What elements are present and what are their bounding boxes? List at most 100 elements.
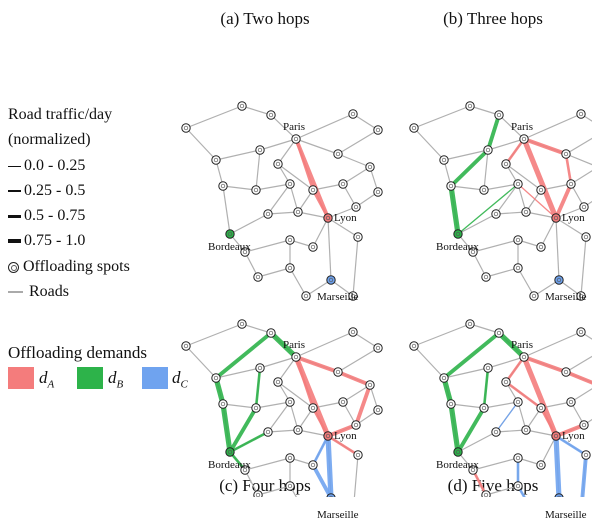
offloading-spot-inner (485, 365, 491, 371)
demand-flow-a (294, 355, 315, 410)
offloading-spot (285, 235, 295, 245)
offloading-spot (513, 397, 523, 407)
demand-flow-b (482, 366, 490, 410)
offloading-spot-inner (538, 244, 544, 250)
offloading-spot-inner (350, 111, 356, 117)
demand-c-swatch (142, 367, 168, 389)
offloading-spot-inner (253, 405, 259, 411)
demand-flow-a (522, 355, 568, 374)
traffic-range-label: 0.0 - 0.25 (24, 157, 86, 174)
road-segment (540, 435, 557, 466)
road-segment (267, 211, 299, 215)
road-segment (525, 429, 557, 437)
offloading-spot-inner (515, 181, 521, 187)
road-segment (295, 138, 339, 155)
road-segment (517, 183, 527, 213)
road-segment (327, 217, 332, 281)
map-panel-a (181, 101, 383, 301)
offloading-spot (253, 272, 263, 282)
demand-flow-c (495, 401, 519, 433)
offloading-spot-inner (257, 147, 263, 153)
offloading-spot (483, 145, 493, 155)
offloading-spot-inner (538, 405, 544, 411)
city-node-paris (519, 134, 529, 144)
offloading-spot-inner (455, 449, 461, 455)
demand-flow-b (448, 401, 461, 455)
road-segment (517, 401, 527, 431)
offloading-spot (338, 397, 348, 407)
road-segment (337, 129, 379, 155)
demand-flow-c (554, 434, 588, 457)
road-segment (495, 183, 519, 215)
offloading-spot-inner (411, 125, 417, 131)
demand-flow-c (516, 484, 526, 497)
city-node-bordeaux (453, 229, 463, 239)
demand-flow-c (325, 433, 334, 497)
offloading-spot-inner (583, 234, 589, 240)
city-label-marseille: Marseille (545, 509, 587, 521)
offloading-spot-inner (470, 467, 476, 473)
offloading-spot (253, 490, 263, 497)
offloading-spot-inner (340, 399, 346, 405)
city-label-paris: Paris (283, 339, 305, 351)
offloading-spot-inner (268, 112, 274, 118)
road-segment (244, 457, 291, 471)
offloading-spot-inner (287, 237, 293, 243)
city-label-paris: Paris (511, 121, 533, 133)
panel-title-b: (b) Three hops (443, 9, 543, 28)
road-segment (255, 183, 291, 191)
road-segment (259, 356, 297, 369)
offloading-spot (263, 427, 273, 437)
road-segment (267, 401, 291, 433)
road-segment (485, 267, 519, 278)
demand-flow-a (504, 137, 526, 166)
offloading-spot (218, 399, 228, 409)
road-segment (305, 279, 332, 297)
demand-flow-a (354, 383, 372, 427)
offloading-spot (446, 181, 456, 191)
offloading-spot (373, 343, 383, 353)
offloading-spot (513, 263, 523, 273)
offloading-spot (353, 232, 363, 242)
road-segment (485, 485, 519, 496)
road-segment (450, 403, 485, 409)
road-segment (277, 163, 314, 191)
offloading-spot-inner (483, 274, 489, 280)
offloading-spot (240, 247, 250, 257)
offloading-spot (479, 185, 489, 195)
offloading-spot-inner (287, 455, 293, 461)
offloading-spot-inner (213, 375, 219, 381)
road-segment (483, 401, 519, 409)
road-segment (352, 236, 359, 297)
road-segment (472, 239, 519, 253)
road-segment (342, 166, 371, 185)
road-segment (289, 267, 307, 297)
road-segment (185, 127, 217, 161)
offloading-spot (348, 327, 358, 337)
offloading-spot-inner (515, 237, 521, 243)
offloading-spot (351, 202, 361, 212)
offloading-spot-inner (242, 467, 248, 473)
road-segment (483, 183, 519, 191)
offloading-spot (536, 460, 546, 470)
demand-flow-b (214, 331, 273, 380)
offloading-spot-inner (293, 136, 299, 142)
city-label-lyon: Lyon (562, 430, 585, 442)
road-segment (270, 114, 297, 140)
traffic-range-label: 0.25 - 0.5 (24, 182, 86, 199)
road-segment (229, 213, 269, 235)
road-segment (337, 153, 371, 168)
offloading-spot-inner (293, 354, 299, 360)
offloading-spot-inner (375, 345, 381, 351)
road-segment (457, 213, 497, 235)
offloading-spot-inner (355, 452, 361, 458)
road-segment (255, 149, 261, 191)
offloading-spot-inner (563, 369, 569, 375)
offloading-spot (576, 291, 586, 301)
demand-flow-a (517, 183, 557, 219)
traffic-bar-thin (8, 165, 21, 167)
offloading-spot (581, 232, 591, 242)
road-segment (185, 323, 243, 347)
offloading-spot (273, 159, 283, 169)
demand-flow-a (294, 137, 315, 192)
